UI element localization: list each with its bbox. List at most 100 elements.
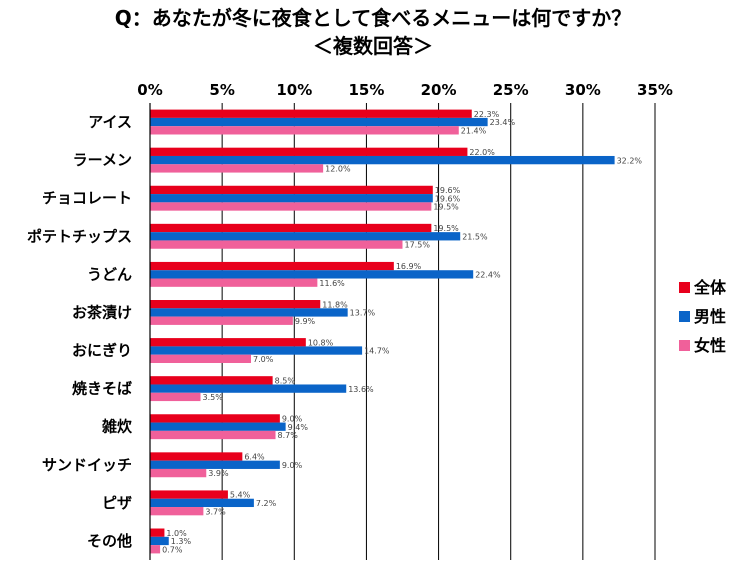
- category-label: チョコレート: [42, 189, 132, 207]
- data-label: 3.7%: [205, 507, 226, 516]
- bar: [150, 300, 321, 309]
- bar: [150, 430, 276, 440]
- bar: [150, 278, 318, 287]
- bar: [150, 545, 161, 554]
- bar: [150, 528, 165, 537]
- bar: [150, 126, 459, 135]
- bar: [150, 460, 280, 469]
- category-label: ラーメン: [73, 151, 132, 169]
- bar: [150, 109, 472, 118]
- data-label: 17.5%: [405, 241, 431, 250]
- data-label: 11.8%: [322, 300, 348, 309]
- bar: [150, 376, 273, 385]
- bar: [150, 316, 293, 325]
- x-tick-label: 20%: [421, 81, 457, 99]
- bar: [150, 338, 306, 347]
- x-tick-label: 25%: [493, 81, 529, 99]
- category-label: ピザ: [102, 494, 132, 512]
- category-label: おにぎり: [72, 342, 132, 360]
- data-label: 21.4%: [461, 126, 487, 135]
- category-label: お茶漬け: [72, 303, 132, 321]
- data-label: 10.8%: [308, 338, 334, 347]
- category-label: うどん: [87, 265, 132, 283]
- x-tick-label: 0%: [137, 81, 162, 99]
- data-label: 22.0%: [469, 148, 495, 157]
- chart-title: Q：あなたが冬に夜食として食べるメニューは何ですか？ ＜複数回答＞: [0, 4, 746, 60]
- data-label: 7.2%: [256, 499, 277, 508]
- data-label: 19.5%: [433, 224, 459, 233]
- data-label: 9.0%: [282, 415, 303, 424]
- data-label: 22.3%: [474, 110, 500, 119]
- data-label: 13.6%: [348, 385, 374, 394]
- x-tick-label: 10%: [276, 81, 312, 99]
- chart-subtitle: ＜複数回答＞: [313, 34, 433, 58]
- data-label: 9.4%: [288, 423, 309, 432]
- bar: [150, 468, 207, 478]
- category-label: 雑炊: [101, 418, 133, 436]
- legend-label: 女性: [694, 336, 726, 355]
- data-label: 16.9%: [396, 262, 422, 271]
- data-label: 3.9%: [208, 469, 229, 478]
- data-label: 22.4%: [475, 271, 501, 280]
- data-label: 19.6%: [435, 186, 461, 195]
- bar: [150, 164, 324, 173]
- bar: [150, 185, 433, 195]
- bar: [150, 194, 433, 203]
- data-label: 13.7%: [350, 309, 376, 318]
- data-label: 7.0%: [253, 355, 274, 364]
- bar: [150, 422, 286, 431]
- bar: [150, 354, 251, 363]
- data-label: 9.9%: [295, 317, 316, 326]
- data-label: 1.0%: [166, 529, 187, 538]
- legend-swatch: [679, 282, 690, 293]
- bar: [150, 498, 254, 508]
- data-label: 8.5%: [275, 376, 296, 385]
- data-label: 8.7%: [278, 431, 299, 440]
- data-label: 9.0%: [282, 461, 303, 470]
- bar: [150, 240, 403, 249]
- chart-title-line1: Q：あなたが冬に夜食として食べるメニューは何ですか？: [114, 6, 632, 30]
- bar: [150, 147, 468, 156]
- bar: [150, 452, 243, 461]
- data-label: 11.6%: [319, 279, 345, 288]
- data-label: 19.5%: [433, 203, 459, 212]
- bar: [150, 117, 488, 127]
- data-label: 32.2%: [617, 156, 643, 165]
- bar: [150, 346, 363, 355]
- bar: [150, 384, 347, 393]
- legend-label: 男性: [694, 307, 726, 326]
- data-label: 19.6%: [435, 194, 461, 203]
- legend-swatch: [679, 311, 690, 322]
- data-label: 1.3%: [171, 537, 192, 546]
- bar: [150, 202, 432, 211]
- data-label: 0.7%: [162, 545, 183, 554]
- bar: [150, 155, 615, 165]
- legend-swatch: [679, 340, 690, 351]
- bar: [150, 536, 169, 546]
- bar: [150, 308, 348, 317]
- category-label: サンドイッチ: [42, 456, 132, 474]
- x-tick-label: 5%: [209, 81, 234, 99]
- data-label: 12.0%: [325, 165, 351, 174]
- data-label: 14.7%: [364, 347, 390, 356]
- data-label: 3.5%: [203, 393, 224, 402]
- category-label: アイス: [88, 113, 132, 131]
- category-label: 焼きそば: [72, 380, 132, 398]
- x-tick-label: 35%: [637, 81, 673, 99]
- legend-label: 全体: [693, 278, 727, 297]
- bar: [150, 261, 394, 271]
- data-label: 6.4%: [244, 453, 265, 462]
- bar: [150, 392, 201, 402]
- bar: [150, 507, 204, 516]
- category-label: その他: [87, 532, 132, 550]
- bar: [150, 232, 461, 241]
- bar: [150, 223, 432, 233]
- data-label: 21.5%: [462, 232, 488, 241]
- x-tick-label: 15%: [348, 81, 384, 99]
- bar: [150, 414, 280, 423]
- bar: [150, 270, 474, 279]
- data-label: 5.4%: [230, 491, 251, 500]
- x-tick-label: 30%: [565, 81, 601, 99]
- data-label: 23.4%: [490, 118, 516, 127]
